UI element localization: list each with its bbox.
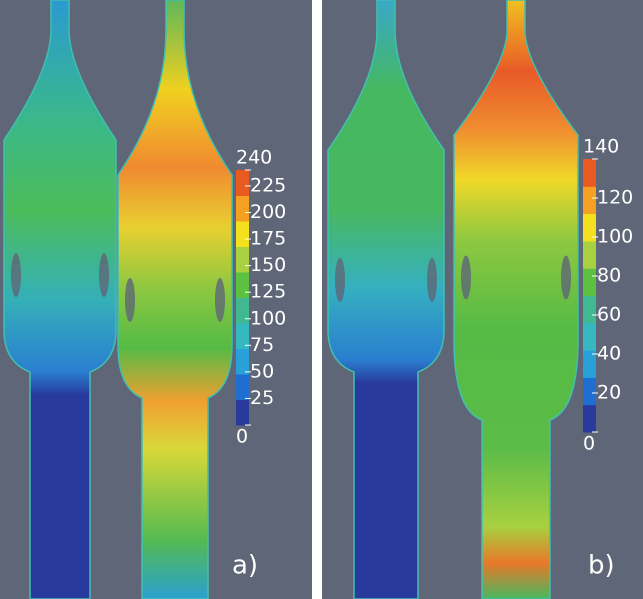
colorbar-band [583, 268, 596, 296]
colorbar-band [236, 221, 249, 247]
window [11, 253, 21, 297]
window [125, 278, 135, 322]
panel-label: b) [588, 551, 615, 581]
colorbar-band [236, 400, 249, 426]
window [335, 258, 345, 302]
panel-label: a) [232, 551, 258, 581]
colorbar-band [236, 170, 249, 196]
window [561, 256, 571, 300]
window [215, 278, 225, 322]
colorbar-tick-label: 225 [250, 174, 286, 196]
colorbar-band [236, 272, 249, 298]
colorbar-band [236, 196, 249, 222]
colorbar-tick-label: 75 [250, 334, 274, 356]
colorbar-band [583, 377, 596, 405]
colorbar-band [583, 323, 596, 351]
colorbar-tick-label: 40 [597, 343, 621, 365]
colorbar-tick-label: 50 [250, 360, 274, 382]
colorbar-tick-label: 125 [250, 281, 286, 303]
colorbar-band [236, 349, 249, 375]
figure: 0255075100125150175200225240a)0204060801… [0, 0, 643, 599]
colorbar-tick-label: 20 [597, 382, 621, 404]
window [461, 256, 471, 300]
colorbar-tick-label: 175 [250, 228, 286, 250]
colorbar-tick-label: 150 [250, 254, 286, 276]
colorbar-tick-label: 60 [597, 304, 621, 326]
colorbar-band [583, 186, 596, 214]
window [427, 258, 437, 302]
colorbar-tick-label: 100 [597, 226, 633, 248]
window [99, 253, 109, 297]
colorbar-band [236, 247, 249, 273]
colorbar-band [236, 298, 249, 324]
colorbar-tick-label: 240 [236, 147, 272, 169]
colorbar-tick-label: 100 [250, 307, 286, 329]
colorbar-band [583, 159, 596, 187]
colorbar-tick-label: 200 [250, 201, 286, 223]
colorbar-band [583, 405, 596, 433]
colorbar-band [583, 241, 596, 269]
colorbar-band [236, 374, 249, 400]
colorbar-tick-label: 0 [583, 433, 595, 455]
colorbar-tick-label: 0 [236, 426, 248, 448]
colorbar-tick-label: 140 [583, 136, 619, 158]
colorbar-tick-label: 80 [597, 265, 621, 287]
colorbar-band [583, 296, 596, 324]
colorbar-tick-label: 25 [250, 387, 274, 409]
colorbar-tick-label: 120 [597, 187, 633, 209]
